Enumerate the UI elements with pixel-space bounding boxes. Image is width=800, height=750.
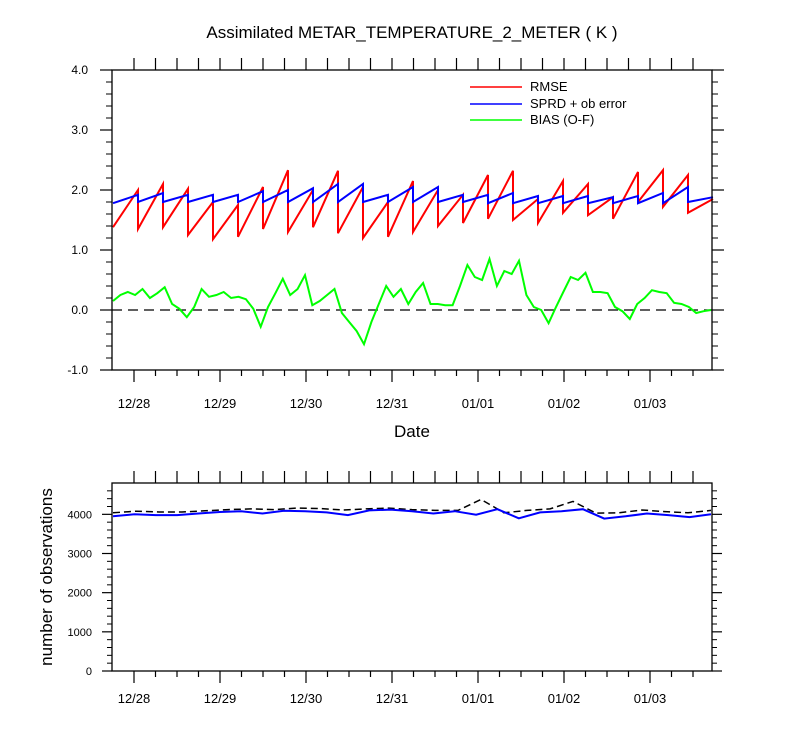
bottom-x-tick-label: 01/01 <box>462 691 495 706</box>
bottom-x-tick-label: 12/31 <box>376 691 409 706</box>
bottom-y-axis-label: number of observations <box>37 488 56 666</box>
top-y-tick-label: 3.0 <box>71 123 88 137</box>
bottom-y-tick-label: 2000 <box>68 588 92 600</box>
obs-count-dashed-line <box>112 498 712 514</box>
top-y-tick-label: 2.0 <box>71 183 88 197</box>
top-x-tick-label: 12/30 <box>290 396 323 411</box>
legend-label-sprd: SPRD + ob error <box>530 96 627 111</box>
chart-title: Assimilated METAR_TEMPERATURE_2_METER ( … <box>206 23 617 42</box>
top-tick-marks <box>100 58 724 382</box>
obs-count-solid-line <box>112 508 712 520</box>
bottom-series-group <box>112 498 712 520</box>
bottom-x-tick-label: 12/30 <box>290 691 323 706</box>
top-y-tick-label: -1.0 <box>67 363 88 377</box>
legend-label-rmse: RMSE <box>530 79 568 94</box>
bottom-y-tick-label: 4000 <box>68 509 92 521</box>
top-y-tick-label: 1.0 <box>71 243 88 257</box>
bottom-x-tick-labels: 12/28 12/29 12/30 12/31 01/01 01/02 01/03 <box>118 691 667 706</box>
sprd-line <box>112 182 714 206</box>
top-x-tick-label: 12/31 <box>376 396 409 411</box>
top-y-tick-labels: -1.0 0.0 1.0 2.0 3.0 4.0 <box>67 63 88 377</box>
top-x-tick-label: 12/29 <box>204 396 237 411</box>
top-y-tick-label: 4.0 <box>71 63 88 77</box>
bias-line <box>112 255 712 347</box>
top-x-tick-label: 12/28 <box>118 396 151 411</box>
bottom-x-tick-label: 12/29 <box>204 691 237 706</box>
top-x-tick-label: 01/01 <box>462 396 495 411</box>
bottom-y-tick-label: 3000 <box>68 549 92 561</box>
legend: RMSE SPRD + ob error BIAS (O-F) <box>470 79 627 127</box>
top-x-tick-labels: 12/28 12/29 12/30 12/31 01/01 01/02 01/03 <box>118 396 667 411</box>
bottom-tick-marks <box>102 471 722 683</box>
top-y-tick-label: 0.0 <box>71 303 88 317</box>
top-series-group <box>112 167 714 347</box>
bottom-y-tick-label: 0 <box>86 666 92 678</box>
bottom-plot-frame <box>111 482 713 672</box>
bottom-x-tick-label: 12/28 <box>118 691 151 706</box>
bottom-y-tick-labels: 0 1000 2000 3000 4000 <box>68 509 92 678</box>
bottom-x-tick-label: 01/03 <box>634 691 667 706</box>
bottom-x-tick-label: 01/02 <box>548 691 581 706</box>
top-x-tick-label: 01/03 <box>634 396 667 411</box>
legend-label-bias: BIAS (O-F) <box>530 112 594 127</box>
top-x-tick-label: 01/02 <box>548 396 581 411</box>
rmse-line <box>112 167 714 243</box>
top-plot-frame <box>111 69 713 371</box>
top-x-axis-label: Date <box>394 422 430 441</box>
bottom-y-tick-label: 1000 <box>68 627 92 639</box>
